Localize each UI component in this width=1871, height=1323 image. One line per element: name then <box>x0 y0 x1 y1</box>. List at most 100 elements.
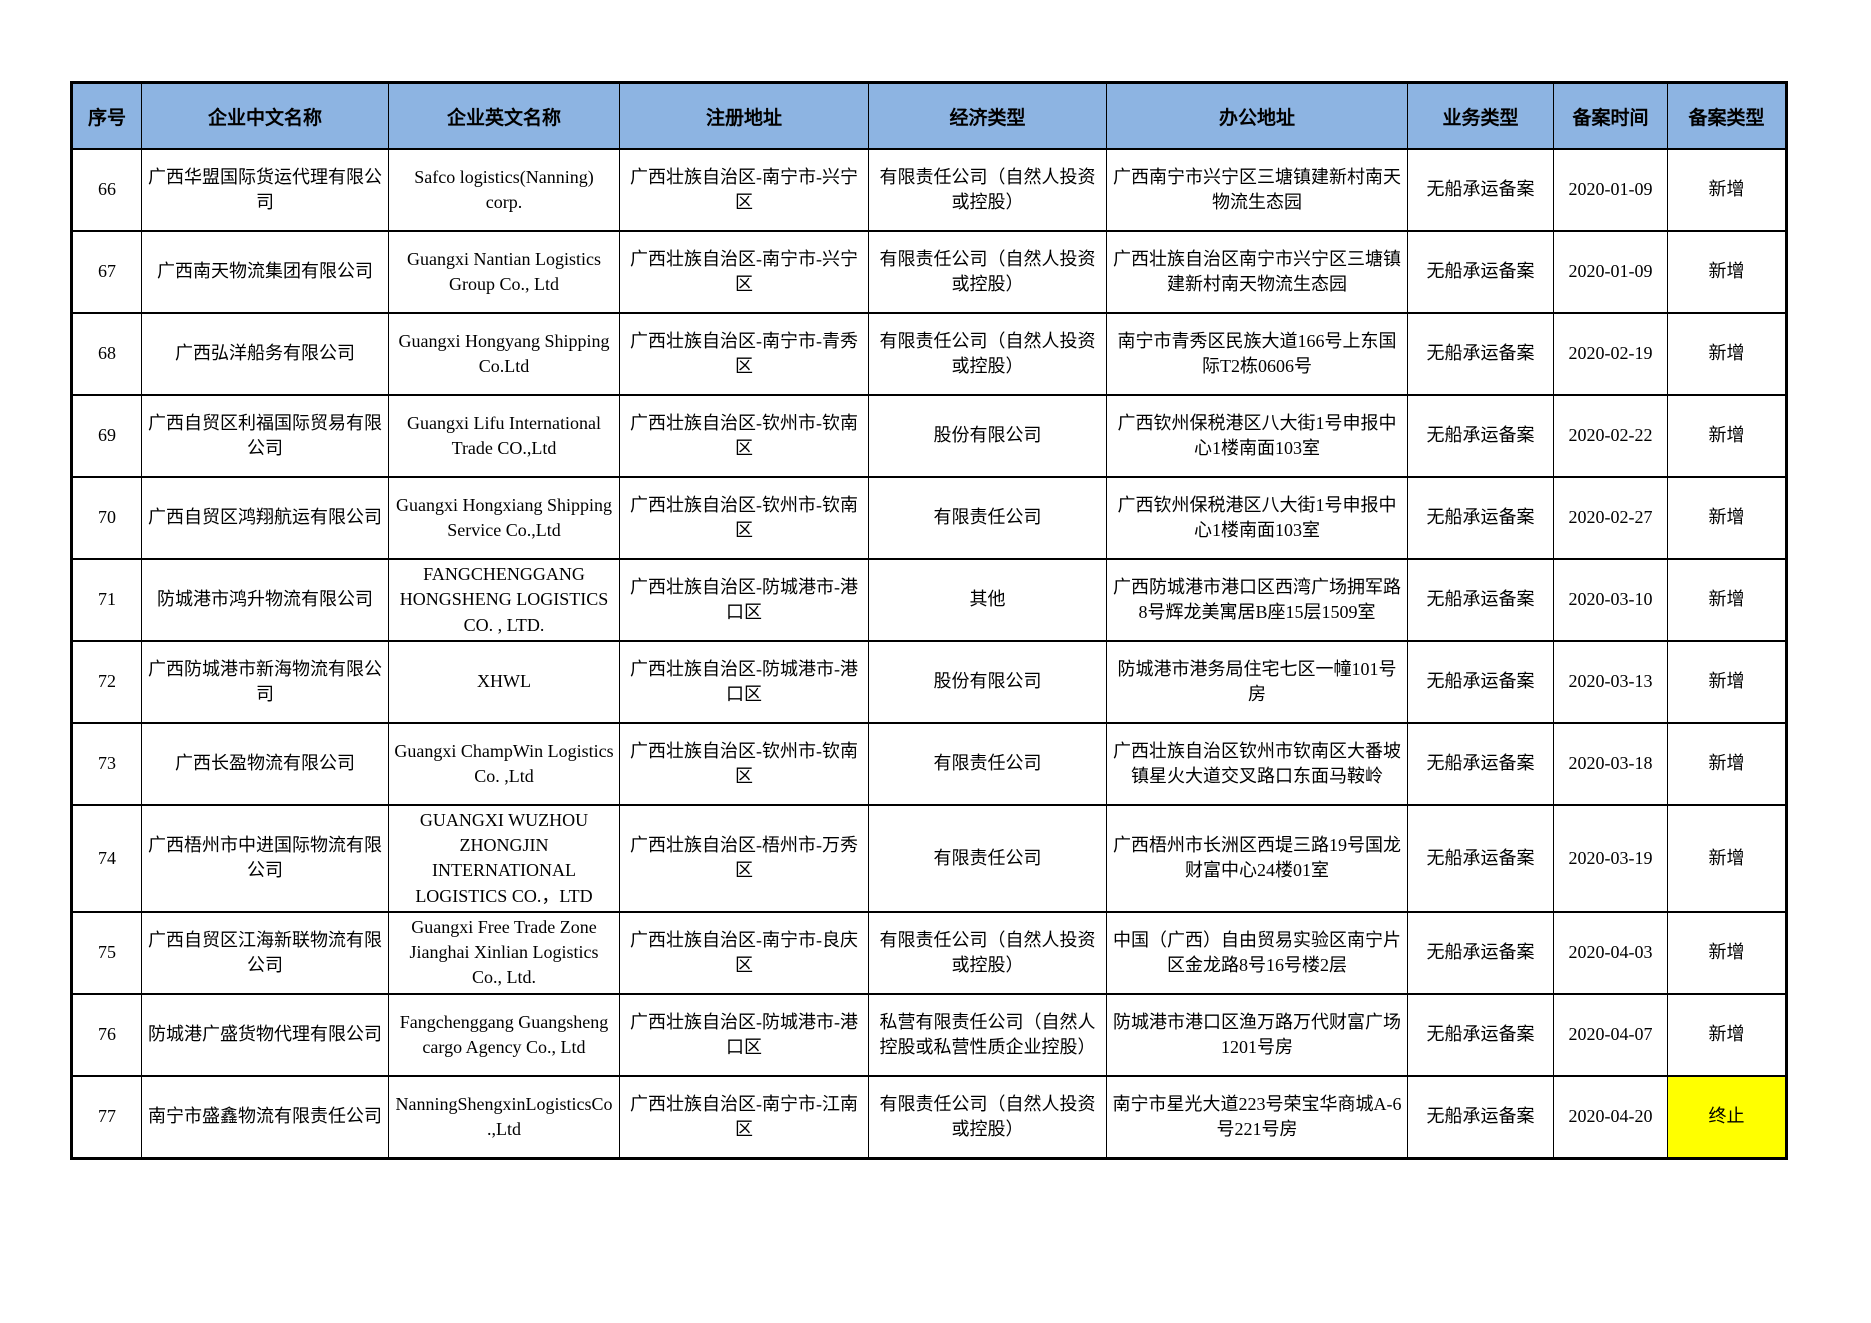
cell-office-address: 广西南宁市兴宁区三塘镇建新村南天物流生态园 <box>1106 148 1408 232</box>
header-economic-type: 经济类型 <box>868 82 1107 150</box>
cell-economic-type: 有限责任公司（自然人投资或控股） <box>868 312 1107 396</box>
cell-business-type: 无船承运备案 <box>1407 558 1554 642</box>
cell-serial: 70 <box>71 476 142 560</box>
table-row: 70 广西自贸区鸿翔航运有限公司 Guangxi Hongxiang Shipp… <box>71 476 1787 560</box>
cell-registered-address: 广西壮族自治区-梧州市-万秀区 <box>619 804 869 913</box>
cell-cn-name: 防城港市鸿升物流有限公司 <box>141 558 389 642</box>
cell-office-address: 广西壮族自治区钦州市钦南区大番坡镇星火大道交叉路口东面马鞍岭 <box>1106 722 1408 806</box>
cell-serial: 71 <box>71 558 142 642</box>
cell-serial: 76 <box>71 992 142 1077</box>
cell-serial: 67 <box>71 230 142 314</box>
cell-business-type: 无船承运备案 <box>1407 992 1554 1077</box>
cell-office-address: 广西钦州保税港区八大街1号申报中心1楼南面103室 <box>1106 394 1408 478</box>
cell-en-name: XHWL <box>388 640 620 724</box>
header-record-type: 备案类型 <box>1667 82 1787 150</box>
table-row: 72 广西防城港市新海物流有限公司 XHWL 广西壮族自治区-防城港市-港口区 … <box>71 640 1787 724</box>
cell-economic-type: 有限责任公司 <box>868 476 1107 560</box>
cell-record-date: 2020-04-03 <box>1553 910 1668 995</box>
cell-registered-address: 广西壮族自治区-防城港市-港口区 <box>619 992 869 1077</box>
cell-cn-name: 广西防城港市新海物流有限公司 <box>141 640 389 724</box>
cell-cn-name: 广西华盟国际货运代理有限公司 <box>141 148 389 232</box>
cell-record-type: 新增 <box>1667 804 1787 913</box>
cell-economic-type: 有限责任公司（自然人投资或控股） <box>868 148 1107 232</box>
cell-cn-name: 防城港广盛货物代理有限公司 <box>141 992 389 1077</box>
cell-en-name: Guangxi Free Trade Zone Jianghai Xinlian… <box>388 910 620 995</box>
cell-economic-type: 有限责任公司（自然人投资或控股） <box>868 1074 1107 1160</box>
cell-cn-name: 广西长盈物流有限公司 <box>141 722 389 806</box>
cell-serial: 77 <box>71 1074 142 1160</box>
cell-record-type: 新增 <box>1667 312 1787 396</box>
cell-office-address: 广西梧州市长洲区西堤三路19号国龙财富中心24楼01室 <box>1106 804 1408 913</box>
cell-business-type: 无船承运备案 <box>1407 1074 1554 1160</box>
cell-record-type: 新增 <box>1667 558 1787 642</box>
table-row: 74 广西梧州市中进国际物流有限公司 GUANGXI WUZHOU ZHONGJ… <box>71 804 1787 913</box>
cell-registered-address: 广西壮族自治区-南宁市-江南区 <box>619 1074 869 1160</box>
cell-en-name: NanningShengxinLogisticsCo.,Ltd <box>388 1074 620 1160</box>
header-en-name: 企业英文名称 <box>388 82 620 150</box>
cell-record-date: 2020-01-09 <box>1553 230 1668 314</box>
cell-business-type: 无船承运备案 <box>1407 312 1554 396</box>
cell-record-type: 终止 <box>1667 1074 1787 1160</box>
cell-registered-address: 广西壮族自治区-南宁市-青秀区 <box>619 312 869 396</box>
cell-cn-name: 广西自贸区利福国际贸易有限公司 <box>141 394 389 478</box>
table-row: 68 广西弘洋船务有限公司 Guangxi Hongyang Shipping … <box>71 312 1787 396</box>
cell-office-address: 防城港市港务局住宅七区一幢101号房 <box>1106 640 1408 724</box>
cell-registered-address: 广西壮族自治区-钦州市-钦南区 <box>619 394 869 478</box>
cell-record-date: 2020-02-27 <box>1553 476 1668 560</box>
cell-office-address: 广西防城港市港口区西湾广场拥军路8号辉龙美寓居B座15层1509室 <box>1106 558 1408 642</box>
cell-record-date: 2020-04-20 <box>1553 1074 1668 1160</box>
company-registry-table: 序号 企业中文名称 企业英文名称 注册地址 经济类型 办公地址 业务类型 备案时… <box>70 81 1788 1160</box>
cell-serial: 74 <box>71 804 142 913</box>
cell-business-type: 无船承运备案 <box>1407 394 1554 478</box>
cell-office-address: 南宁市星光大道223号荣宝华商城A-6号221号房 <box>1106 1074 1408 1160</box>
cell-record-date: 2020-02-22 <box>1553 394 1668 478</box>
table-row: 73 广西长盈物流有限公司 Guangxi ChampWin Logistics… <box>71 722 1787 806</box>
cell-cn-name: 广西弘洋船务有限公司 <box>141 312 389 396</box>
cell-office-address: 广西壮族自治区南宁市兴宁区三塘镇建新村南天物流生态园 <box>1106 230 1408 314</box>
cell-record-type: 新增 <box>1667 722 1787 806</box>
cell-cn-name: 广西梧州市中进国际物流有限公司 <box>141 804 389 913</box>
cell-record-date: 2020-04-07 <box>1553 992 1668 1077</box>
table-row: 77 南宁市盛鑫物流有限责任公司 NanningShengxinLogistic… <box>71 1074 1787 1160</box>
header-serial: 序号 <box>71 82 142 150</box>
cell-business-type: 无船承运备案 <box>1407 230 1554 314</box>
cell-en-name: Guangxi Hongyang Shipping Co.Ltd <box>388 312 620 396</box>
cell-economic-type: 股份有限公司 <box>868 640 1107 724</box>
cell-serial: 66 <box>71 148 142 232</box>
cell-en-name: Fangchenggang Guangsheng cargo Agency Co… <box>388 992 620 1077</box>
cell-record-type: 新增 <box>1667 992 1787 1077</box>
cell-serial: 73 <box>71 722 142 806</box>
cell-en-name: Guangxi Nantian Logistics Group Co., Ltd <box>388 230 620 314</box>
cell-record-type: 新增 <box>1667 640 1787 724</box>
header-cn-name: 企业中文名称 <box>141 82 389 150</box>
cell-record-date: 2020-03-13 <box>1553 640 1668 724</box>
table-header: 序号 企业中文名称 企业英文名称 注册地址 经济类型 办公地址 业务类型 备案时… <box>71 82 1787 150</box>
cell-economic-type: 其他 <box>868 558 1107 642</box>
company-registry-table-wrap: 序号 企业中文名称 企业英文名称 注册地址 经济类型 办公地址 业务类型 备案时… <box>70 81 1788 1160</box>
cell-en-name: GUANGXI WUZHOU ZHONGJIN INTERNATIONAL LO… <box>388 804 620 913</box>
cell-business-type: 无船承运备案 <box>1407 476 1554 560</box>
cell-economic-type: 有限责任公司 <box>868 804 1107 913</box>
header-business-type: 业务类型 <box>1407 82 1554 150</box>
cell-registered-address: 广西壮族自治区-南宁市-兴宁区 <box>619 230 869 314</box>
cell-business-type: 无船承运备案 <box>1407 722 1554 806</box>
table-row: 67 广西南天物流集团有限公司 Guangxi Nantian Logistic… <box>71 230 1787 314</box>
cell-record-date: 2020-01-09 <box>1553 148 1668 232</box>
cell-registered-address: 广西壮族自治区-防城港市-港口区 <box>619 640 869 724</box>
cell-office-address: 广西钦州保税港区八大街1号申报中心1楼南面103室 <box>1106 476 1408 560</box>
cell-economic-type: 股份有限公司 <box>868 394 1107 478</box>
cell-economic-type: 有限责任公司（自然人投资或控股） <box>868 910 1107 995</box>
cell-cn-name: 广西南天物流集团有限公司 <box>141 230 389 314</box>
header-registered-address: 注册地址 <box>619 82 869 150</box>
cell-business-type: 无船承运备案 <box>1407 910 1554 995</box>
cell-record-date: 2020-02-19 <box>1553 312 1668 396</box>
table-body: 66 广西华盟国际货运代理有限公司 Safco logistics(Nannin… <box>71 148 1787 1160</box>
cell-cn-name: 广西自贸区鸿翔航运有限公司 <box>141 476 389 560</box>
cell-record-type: 新增 <box>1667 910 1787 995</box>
cell-en-name: Guangxi Lifu International Trade CO.,Ltd <box>388 394 620 478</box>
cell-serial: 69 <box>71 394 142 478</box>
cell-en-name: FANGCHENGGANG HONGSHENG LOGISTICS CO. , … <box>388 558 620 642</box>
cell-record-date: 2020-03-18 <box>1553 722 1668 806</box>
cell-registered-address: 广西壮族自治区-钦州市-钦南区 <box>619 722 869 806</box>
cell-serial: 75 <box>71 910 142 995</box>
